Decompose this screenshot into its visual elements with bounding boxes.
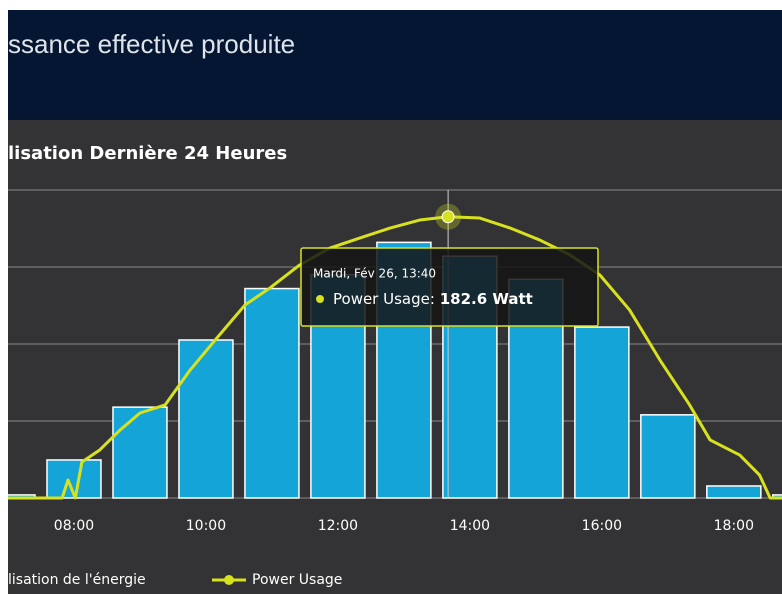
legend-label: lisation de l'énergie — [8, 572, 146, 588]
tooltip-box — [300, 247, 599, 327]
bar — [244, 287, 300, 499]
hover-point — [441, 210, 455, 224]
tooltip-body: Power Usage: 182.6 Watt — [333, 290, 533, 308]
x-tick-label: 10:00 — [186, 518, 226, 534]
header-title: ssance effective produite — [8, 29, 295, 59]
bar — [706, 485, 762, 499]
tooltip-dot — [316, 295, 324, 303]
x-tick-label: 18:00 — [714, 518, 754, 534]
x-tick-label: 12:00 — [318, 518, 358, 534]
bar — [8, 494, 36, 499]
legend-dot — [224, 575, 234, 585]
header-bar — [8, 10, 782, 120]
tooltip-value: 182.6 Watt — [440, 290, 533, 308]
legend-label: Power Usage — [252, 572, 342, 588]
bar — [112, 406, 168, 499]
bar — [640, 414, 696, 499]
x-tick-label: 14:00 — [450, 518, 490, 534]
line — [8, 215, 782, 500]
tooltip-title: Mardi, Fév 26, 13:40 — [313, 267, 436, 281]
x-tick-label: 08:00 — [54, 518, 94, 534]
tooltip-series: Power Usage: — [333, 290, 435, 308]
bar — [178, 339, 234, 499]
x-tick-label: 16:00 — [582, 518, 622, 534]
chart-title: lisation Dernière 24 Heures — [8, 143, 287, 164]
bar — [574, 326, 630, 499]
bar — [772, 494, 782, 499]
